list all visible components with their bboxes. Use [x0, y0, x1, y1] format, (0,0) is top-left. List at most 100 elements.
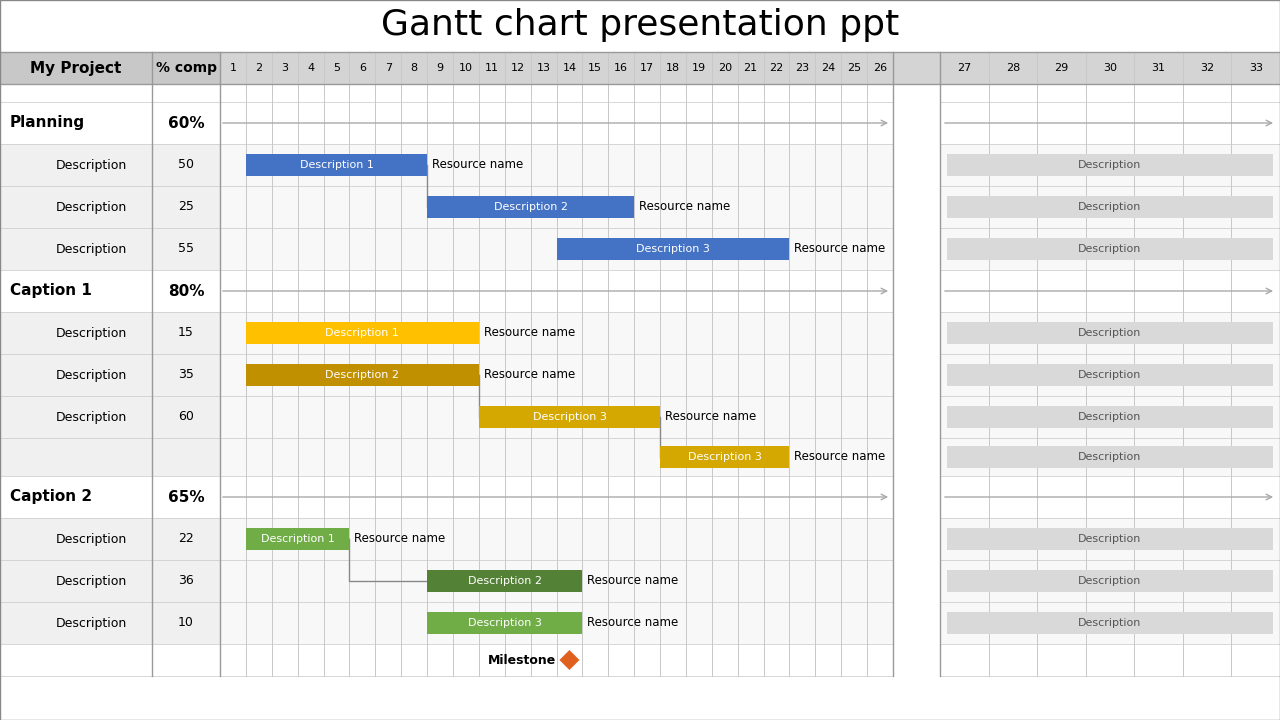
Text: 60%: 60% — [168, 115, 205, 130]
Text: 8: 8 — [411, 63, 417, 73]
Bar — [940, 312, 1280, 354]
Bar — [940, 270, 1280, 312]
Bar — [0, 102, 220, 144]
Bar — [220, 84, 893, 102]
Text: Description: Description — [1078, 160, 1142, 170]
Text: Description: Description — [55, 326, 127, 340]
Bar — [893, 144, 940, 186]
Bar — [220, 476, 893, 518]
Bar — [947, 612, 1272, 634]
Text: Description: Description — [1078, 412, 1142, 422]
Text: 33: 33 — [1249, 63, 1262, 73]
Bar — [940, 84, 1280, 102]
Bar — [0, 52, 1280, 84]
Bar — [220, 396, 893, 438]
Text: Resource name: Resource name — [355, 533, 445, 546]
Bar — [246, 364, 479, 386]
Text: Description 3: Description 3 — [532, 412, 607, 422]
Text: Resource name: Resource name — [795, 243, 886, 256]
Bar — [0, 602, 220, 644]
Bar — [0, 438, 220, 476]
Bar — [940, 228, 1280, 270]
Text: 14: 14 — [562, 63, 576, 73]
Text: 19: 19 — [691, 63, 707, 73]
Bar — [947, 196, 1272, 218]
Bar — [0, 354, 220, 396]
Bar — [947, 528, 1272, 550]
Bar — [220, 312, 893, 354]
Text: 60: 60 — [178, 410, 195, 423]
Bar — [893, 312, 940, 354]
Bar — [893, 186, 940, 228]
Bar — [0, 228, 220, 270]
Text: 5: 5 — [333, 63, 340, 73]
Text: Resource name: Resource name — [588, 575, 678, 588]
Text: Resource name: Resource name — [433, 158, 524, 171]
Text: Description 2: Description 2 — [494, 202, 567, 212]
Bar — [220, 354, 893, 396]
Bar — [220, 438, 893, 476]
Text: 3: 3 — [282, 63, 288, 73]
Text: 29: 29 — [1055, 63, 1069, 73]
Text: Description: Description — [55, 410, 127, 423]
Bar — [893, 476, 940, 518]
Bar — [246, 154, 428, 176]
Bar — [479, 406, 660, 428]
Text: 7: 7 — [385, 63, 392, 73]
Bar — [893, 354, 940, 396]
Text: Description 1: Description 1 — [261, 534, 334, 544]
Text: 15: 15 — [589, 63, 603, 73]
Bar — [0, 476, 220, 518]
Text: Description 3: Description 3 — [636, 244, 710, 254]
Bar — [893, 84, 940, 102]
Text: Description 2: Description 2 — [467, 576, 541, 586]
Text: 25: 25 — [847, 63, 861, 73]
Bar — [246, 528, 349, 550]
Text: Resource name: Resource name — [588, 616, 678, 629]
Text: Description: Description — [1078, 328, 1142, 338]
Text: 12: 12 — [511, 63, 525, 73]
Text: Description: Description — [55, 200, 127, 214]
Text: 17: 17 — [640, 63, 654, 73]
Text: 6: 6 — [358, 63, 366, 73]
Text: Resource name: Resource name — [484, 326, 575, 340]
Bar — [940, 560, 1280, 602]
Bar — [940, 476, 1280, 518]
Text: 18: 18 — [666, 63, 680, 73]
Bar — [0, 518, 220, 560]
Text: 11: 11 — [485, 63, 499, 73]
Bar — [220, 518, 893, 560]
Text: Description: Description — [55, 575, 127, 588]
Bar — [0, 560, 220, 602]
Text: 23: 23 — [795, 63, 809, 73]
Polygon shape — [559, 650, 580, 670]
Bar — [940, 396, 1280, 438]
Text: 15: 15 — [178, 326, 195, 340]
Text: 20: 20 — [718, 63, 732, 73]
Bar — [947, 154, 1272, 176]
Bar — [940, 602, 1280, 644]
Bar — [940, 186, 1280, 228]
Bar — [940, 144, 1280, 186]
Text: Description: Description — [1078, 576, 1142, 586]
Bar — [947, 406, 1272, 428]
Text: Description: Description — [1078, 452, 1142, 462]
Text: 4: 4 — [307, 63, 314, 73]
Text: Description: Description — [1078, 202, 1142, 212]
Text: 10: 10 — [178, 616, 195, 629]
Bar — [220, 602, 893, 644]
Text: Description 3: Description 3 — [467, 618, 541, 628]
Bar — [940, 354, 1280, 396]
Text: 36: 36 — [178, 575, 193, 588]
Text: 9: 9 — [436, 63, 444, 73]
Bar — [947, 322, 1272, 344]
Bar — [893, 228, 940, 270]
Bar — [893, 396, 940, 438]
Text: Description: Description — [55, 533, 127, 546]
Bar — [893, 602, 940, 644]
Bar — [0, 144, 220, 186]
Bar — [940, 518, 1280, 560]
Text: % comp: % comp — [155, 61, 216, 75]
Bar — [893, 438, 940, 476]
Text: Description: Description — [55, 158, 127, 171]
